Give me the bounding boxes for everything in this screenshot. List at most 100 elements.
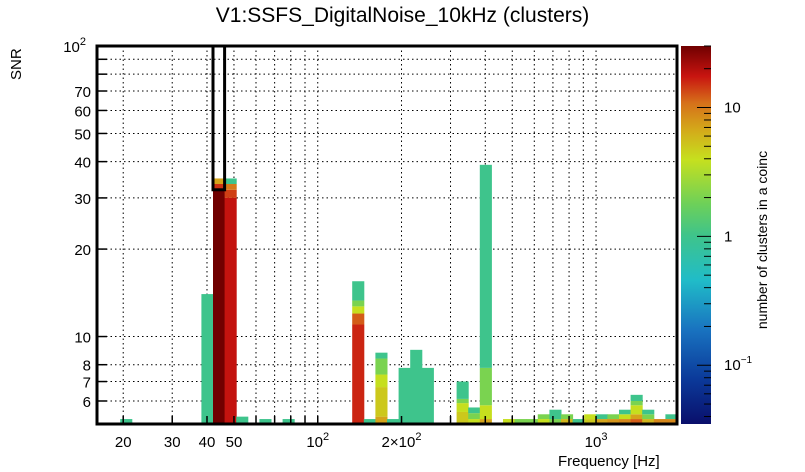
histogram-cell bbox=[224, 178, 237, 184]
histogram-cell bbox=[642, 419, 655, 424]
histogram-cell bbox=[665, 419, 677, 424]
x-tick-exponent: 3 bbox=[601, 431, 607, 443]
y-tick-label: 8 bbox=[83, 358, 91, 375]
histogram-cell bbox=[363, 419, 376, 424]
histogram-cell bbox=[561, 419, 574, 424]
histogram-cell bbox=[352, 300, 365, 307]
histogram-cell bbox=[456, 403, 469, 412]
histogram-cell bbox=[224, 189, 237, 198]
histogram-cell bbox=[514, 419, 527, 424]
histogram-cell bbox=[375, 352, 388, 359]
histogram-cell bbox=[352, 281, 365, 301]
colorbar-tick-label: 1 bbox=[724, 228, 732, 245]
histogram-cell bbox=[479, 367, 492, 406]
axes: 20 30 40 50 102 2×102 103 102 70 60 50 40 30 20 10 87 6 bbox=[63, 36, 679, 451]
histogram-cell bbox=[619, 414, 632, 420]
histogram-cell bbox=[584, 419, 597, 424]
x-tick-label: 30 bbox=[164, 434, 181, 451]
histogram-cell bbox=[572, 419, 585, 424]
colorbar-tick-label: 10−1 bbox=[724, 355, 753, 374]
highlight-box bbox=[211, 44, 227, 192]
histogram-cell bbox=[352, 306, 365, 314]
histogram-cell bbox=[236, 416, 249, 424]
histogram-cell bbox=[526, 419, 539, 424]
histogram-cell bbox=[619, 409, 632, 415]
histogram-cell bbox=[642, 409, 655, 415]
histogram-cell bbox=[456, 381, 469, 399]
histogram-cell bbox=[259, 419, 272, 424]
y-tick-label: 6 bbox=[83, 394, 91, 411]
x-axis-label: Frequency [Hz] bbox=[558, 453, 660, 470]
histogram-cell bbox=[607, 414, 620, 420]
histogram-cell bbox=[537, 419, 550, 424]
histogram-cell bbox=[224, 183, 237, 190]
histogram-cell bbox=[630, 394, 643, 401]
histogram-cell bbox=[653, 419, 666, 424]
x-tick-exponent: 2 bbox=[323, 431, 329, 443]
x-tick-label: 50 bbox=[226, 434, 243, 451]
histogram-cell bbox=[201, 294, 214, 424]
histogram-cell bbox=[665, 414, 677, 420]
plot-frame bbox=[95, 44, 679, 426]
histogram-cell bbox=[398, 367, 411, 424]
histogram-cell bbox=[352, 324, 365, 424]
histogram-cell bbox=[213, 189, 226, 424]
histogram-cell bbox=[630, 405, 643, 415]
y-tick-label: 7 bbox=[83, 375, 91, 392]
x-tick-label: 40 bbox=[199, 434, 216, 451]
histogram-cell bbox=[607, 419, 620, 424]
colorbar bbox=[681, 46, 711, 424]
colorbar-gradient bbox=[681, 46, 711, 424]
y-tick-label: 70 bbox=[74, 84, 91, 101]
histogram-cell bbox=[213, 183, 226, 190]
histogram-cell bbox=[387, 419, 400, 424]
y-tick-label: 102 bbox=[63, 36, 86, 56]
x-tick-label: 103 bbox=[585, 431, 608, 451]
histogram-cell bbox=[421, 367, 434, 424]
histogram-cell bbox=[352, 313, 365, 325]
histogram-cell bbox=[642, 414, 655, 420]
histogram-cell bbox=[375, 374, 388, 388]
histogram-cell bbox=[224, 197, 237, 424]
histogram-cell bbox=[479, 405, 492, 420]
colorbar-tick-label: 10 bbox=[724, 99, 741, 116]
y-tick-label: 10 bbox=[74, 330, 91, 347]
histogram-cells bbox=[120, 164, 677, 424]
histogram-cell bbox=[120, 419, 133, 424]
histogram-cell bbox=[468, 407, 481, 414]
histogram-cell bbox=[549, 409, 562, 420]
x-tick-label: 2×102 bbox=[382, 431, 422, 451]
x-tick-label: 20 bbox=[115, 434, 132, 451]
histogram-cell bbox=[561, 414, 574, 420]
histogram-cell bbox=[584, 414, 597, 420]
y-tick-exponent: 2 bbox=[80, 36, 86, 48]
histogram-cell bbox=[456, 411, 469, 424]
histogram-cell bbox=[630, 419, 643, 424]
histogram-cell bbox=[630, 400, 643, 406]
histogram-cell bbox=[468, 419, 481, 424]
histogram-cell bbox=[375, 416, 388, 424]
histogram-cell bbox=[282, 419, 295, 424]
histogram-cell bbox=[630, 414, 643, 420]
histogram-cell bbox=[213, 178, 226, 184]
histogram-cell bbox=[375, 358, 388, 375]
x-tick-label: 102 bbox=[306, 431, 329, 451]
y-tick-label: 40 bbox=[74, 155, 91, 172]
histogram-cell bbox=[468, 413, 481, 420]
x-tick-exponent: 2 bbox=[415, 431, 421, 443]
histogram-cell bbox=[456, 398, 469, 404]
y-tick-label: 30 bbox=[74, 191, 91, 208]
histogram-cell bbox=[595, 414, 608, 420]
histogram-cell bbox=[479, 164, 492, 368]
histogram-cell bbox=[503, 419, 516, 424]
colorbar-tick-exponent: −1 bbox=[741, 355, 753, 366]
chart-title: V1:SSFS_DigitalNoise_10kHz (clusters) bbox=[215, 4, 590, 27]
histogram-cell bbox=[410, 349, 423, 424]
histogram-cell bbox=[375, 387, 388, 417]
histogram-cell bbox=[537, 414, 550, 420]
histogram-cell bbox=[595, 419, 608, 424]
histogram-cell bbox=[619, 419, 632, 424]
y-tick-label: 20 bbox=[74, 242, 91, 259]
y-tick-label: 60 bbox=[74, 103, 91, 120]
